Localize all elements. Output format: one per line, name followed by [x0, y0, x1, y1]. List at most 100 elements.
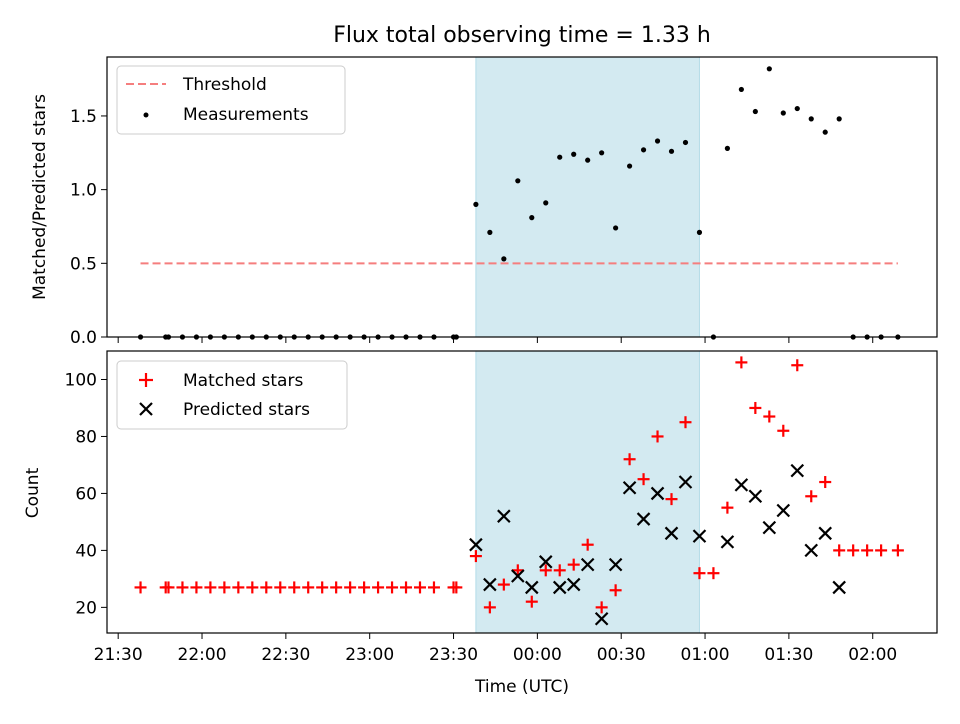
predicted-star-point: [734, 478, 749, 492]
measurement-point: [738, 86, 744, 93]
x-tick-label: 01:30: [764, 645, 813, 665]
matched-star-point: [427, 581, 440, 594]
measurement-point: [808, 116, 814, 122]
matched-star-point: [819, 476, 832, 489]
matched-star-point: [483, 601, 496, 614]
matched-star-point: [847, 544, 860, 557]
matched-star-point: [497, 578, 510, 591]
measurement-point: [599, 150, 605, 156]
predicted-star-point: [804, 543, 819, 558]
predicted-star-point: [566, 577, 581, 592]
matched-star-point: [791, 359, 804, 372]
matched-star-point: [316, 581, 329, 594]
matched-star-point: [344, 581, 357, 594]
predicted-star-point: [762, 520, 777, 535]
matched-star-point: [567, 558, 580, 571]
matched-star-point: [511, 564, 524, 577]
predicted-legend-swatch: [139, 402, 153, 416]
bottom-axes-frame: [106, 350, 938, 634]
bottom-legend-box: [116, 360, 348, 430]
matched-star-point: [450, 581, 463, 594]
matched-star-point: [679, 416, 692, 429]
bottom-y-ticks: 20 40 60 80 100: [65, 370, 107, 618]
measurement-point: [543, 200, 549, 206]
predicted-star-point: [622, 480, 637, 495]
x-tick-label: 01:00: [681, 645, 730, 665]
predicted-star-point: [608, 557, 623, 572]
y-tick-label: 60: [75, 484, 97, 504]
x-tick-label: 23:00: [345, 645, 394, 665]
top-shade-band: [475, 56, 700, 338]
measurement-point: [822, 129, 828, 135]
measurement-point: [626, 163, 633, 169]
top-y-label: Matched/Predicted stars: [30, 94, 50, 300]
matched-star-point: [623, 453, 636, 466]
x-tick-label: 21:30: [94, 645, 143, 665]
matched-star-point: [218, 581, 231, 594]
matched-star-point: [288, 581, 301, 594]
matched-legend-label: Matched stars: [183, 371, 303, 391]
matched-star-point: [861, 544, 874, 557]
measurements-legend-swatch: [143, 112, 149, 118]
measurement-point: [557, 154, 563, 160]
predicted-star-point: [483, 577, 497, 592]
matched-star-point: [777, 424, 790, 437]
top-legend: Threshold Measurements: [116, 65, 346, 135]
predicted-star-point: [469, 537, 483, 552]
y-tick-label: 0.0: [70, 328, 97, 348]
predicted-star-point: [497, 509, 511, 523]
x-tick-label: 22:30: [261, 645, 310, 665]
matched-star-point: [665, 493, 678, 506]
matched-star-point: [539, 564, 552, 577]
measurement-point: [640, 147, 647, 153]
matched-star-point: [176, 581, 189, 594]
y-tick-label: 20: [75, 598, 97, 618]
matched-star-point: [204, 581, 217, 594]
measurement-point: [585, 157, 591, 163]
bottom-shade-band: [475, 350, 700, 634]
predicted-star-point: [580, 557, 595, 572]
predicted-star-point: [748, 489, 763, 504]
matched-star-point: [749, 401, 762, 414]
measurement-point: [515, 178, 521, 184]
matched-star-point: [693, 567, 706, 580]
y-tick-label: 1.5: [70, 107, 97, 127]
measurement-point: [501, 256, 507, 262]
matched-star-point: [469, 550, 482, 563]
y-tick-label: 0.5: [70, 254, 97, 274]
matched-star-point: [274, 581, 287, 594]
predicted-star-point: [594, 611, 609, 626]
predicted-star-point: [525, 580, 539, 595]
x-axis-label: Time (UTC): [474, 677, 569, 697]
measurement-point: [571, 151, 577, 157]
matched-star-point: [413, 581, 426, 594]
top-panel: 0.0 0.5 1.0 1.5 Matched/Predicted stars Thr…: [30, 56, 938, 348]
matched-star-point: [609, 584, 622, 597]
measurement-point: [752, 108, 758, 115]
bottom-panel: 20 40 60 80 100 21:30 22:00 22:30 23:00 23:30 00:…: [23, 350, 938, 697]
predicted-star-point: [538, 555, 553, 569]
matched-star-point: [260, 581, 273, 594]
matched-star-point: [162, 581, 175, 594]
matched-star-point: [190, 581, 203, 594]
measurement-point: [613, 225, 619, 231]
measurement-point: [836, 116, 842, 122]
matched-star-point: [707, 567, 720, 580]
matched-star-point: [891, 544, 904, 557]
predicted-star-point: [678, 475, 693, 489]
top-x-ticks: [117, 337, 874, 343]
matched-star-point: [400, 581, 413, 594]
x-tick-label: 23:30: [429, 645, 478, 665]
matched-star-point: [134, 581, 147, 594]
measurement-point: [780, 110, 786, 116]
predicted-star-point: [776, 503, 791, 518]
predicted-star-point: [720, 535, 735, 549]
matched-star-point: [525, 595, 538, 608]
predicted-star-point: [552, 580, 567, 595]
matched-star-point: [302, 581, 315, 594]
measurements-legend-label: Measurements: [183, 105, 309, 125]
matched-star-point: [232, 581, 245, 594]
matched-star-point: [763, 410, 776, 423]
matched-star-point: [595, 601, 608, 614]
